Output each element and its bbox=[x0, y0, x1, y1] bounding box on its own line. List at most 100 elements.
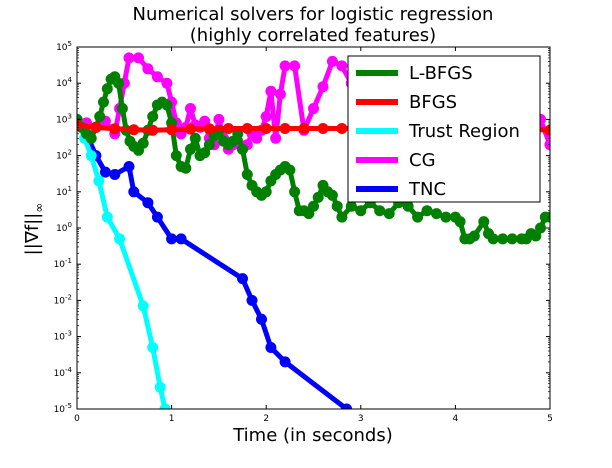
data-point-cg bbox=[142, 63, 154, 75]
legend-label-l-bfgs: L-BFGS bbox=[409, 63, 473, 84]
data-point-cg bbox=[151, 71, 163, 83]
legend-item-tnc: TNC bbox=[356, 179, 446, 200]
x-tick-label: 0 bbox=[74, 414, 80, 424]
data-point-cg bbox=[317, 81, 329, 93]
data-point-bfgs bbox=[336, 123, 348, 134]
series-trust-region bbox=[77, 113, 171, 409]
data-point-l-bfgs bbox=[544, 211, 550, 223]
legend-label-bfgs: BFGS bbox=[409, 92, 457, 113]
data-point-tnc bbox=[128, 186, 140, 198]
y-tick-label: 101 bbox=[56, 185, 72, 198]
data-point-l-bfgs bbox=[189, 132, 201, 144]
data-point-bfgs bbox=[260, 123, 272, 134]
data-point-l-bfgs bbox=[98, 96, 109, 108]
legend: L-BFGS BFGS Trust Region CG TNC bbox=[347, 55, 541, 203]
data-point-trust-region bbox=[159, 403, 171, 409]
data-point-l-bfgs bbox=[454, 216, 466, 228]
data-point-tnc bbox=[246, 294, 258, 306]
data-point-trust-region bbox=[101, 211, 113, 223]
data-point-trust-region bbox=[154, 381, 166, 393]
data-point-l-bfgs bbox=[170, 150, 182, 162]
data-point-l-bfgs bbox=[497, 233, 509, 245]
data-point-l-bfgs bbox=[355, 205, 367, 217]
legend-label-cg: CG bbox=[409, 150, 436, 171]
data-point-l-bfgs bbox=[180, 162, 192, 174]
data-point-l-bfgs bbox=[161, 99, 173, 111]
data-point-l-bfgs bbox=[116, 103, 128, 114]
y-tick-label: 102 bbox=[56, 149, 72, 162]
y-axis: 10-5 10-4 10-3 10-2 10-1 100 101 102 103 104 105 bbox=[54, 40, 550, 415]
data-point-l-bfgs bbox=[203, 139, 215, 151]
data-point-bfgs bbox=[166, 124, 178, 136]
data-point-cg bbox=[133, 52, 144, 64]
data-point-tnc bbox=[175, 233, 187, 245]
data-point-l-bfgs bbox=[506, 233, 518, 245]
data-point-trust-region bbox=[147, 342, 159, 353]
data-point-bfgs bbox=[544, 124, 550, 136]
data-point-cg bbox=[544, 139, 550, 151]
data-point-bfgs bbox=[222, 123, 234, 134]
data-point-l-bfgs bbox=[468, 230, 480, 242]
data-point-l-bfgs bbox=[383, 208, 395, 220]
data-point-tnc bbox=[265, 342, 277, 353]
data-point-bfgs bbox=[203, 123, 215, 135]
data-point-trust-region bbox=[137, 300, 149, 312]
x-tick-label: 5 bbox=[547, 414, 553, 424]
data-point-tnc bbox=[237, 273, 248, 285]
data-point-trust-region bbox=[93, 175, 105, 187]
data-point-l-bfgs bbox=[530, 230, 542, 242]
y-tick-label: 10-1 bbox=[54, 257, 72, 270]
data-point-trust-region bbox=[114, 233, 126, 245]
legend-label-trust-region: Trust Region bbox=[408, 121, 520, 142]
data-point-bfgs bbox=[185, 123, 196, 135]
y-axis-label-subscript: ∞ bbox=[32, 203, 46, 213]
data-point-tnc bbox=[151, 211, 163, 223]
data-point-tnc bbox=[341, 403, 353, 409]
data-point-cg bbox=[251, 132, 263, 144]
chart-title-line-1: Numerical solvers for logistic regressio… bbox=[133, 4, 494, 25]
data-point-tnc bbox=[279, 356, 291, 368]
data-point-l-bfgs bbox=[241, 169, 253, 180]
legend-label-tnc: TNC bbox=[408, 179, 446, 200]
data-point-bfgs bbox=[90, 121, 102, 133]
data-point-l-bfgs bbox=[412, 211, 424, 223]
data-point-trust-region bbox=[85, 150, 97, 162]
data-point-tnc bbox=[142, 197, 154, 209]
data-point-l-bfgs bbox=[85, 132, 97, 144]
data-point-l-bfgs bbox=[185, 143, 196, 155]
data-point-cg bbox=[308, 103, 319, 114]
data-point-tnc bbox=[123, 161, 135, 172]
data-point-l-bfgs bbox=[374, 205, 386, 217]
y-tick-label: 100 bbox=[56, 221, 72, 234]
data-point-l-bfgs bbox=[199, 147, 211, 159]
y-axis-label: ||∇f||∞ bbox=[22, 203, 46, 256]
data-point-cg bbox=[336, 60, 348, 72]
legend-item-l-bfgs: L-BFGS bbox=[356, 63, 473, 84]
series-l-bfgs bbox=[77, 71, 550, 245]
data-point-bfgs bbox=[128, 124, 140, 136]
x-axis-label: Time (in seconds) bbox=[232, 425, 393, 446]
y-tick-label: 10-2 bbox=[54, 293, 72, 306]
data-point-bfgs bbox=[147, 124, 159, 136]
data-point-l-bfgs bbox=[147, 111, 159, 122]
legend-item-cg: CG bbox=[356, 150, 436, 171]
data-point-l-bfgs bbox=[431, 208, 442, 220]
data-point-cg bbox=[185, 103, 196, 114]
data-point-l-bfgs bbox=[289, 186, 301, 198]
data-point-l-bfgs bbox=[535, 222, 546, 234]
chart-title-line-2: (highly correlated features) bbox=[190, 25, 436, 46]
data-point-tnc bbox=[109, 169, 121, 180]
data-point-cg bbox=[213, 113, 225, 125]
data-point-l-bfgs bbox=[284, 164, 296, 176]
data-point-tnc bbox=[99, 166, 111, 178]
data-point-cg bbox=[279, 60, 291, 72]
data-point-l-bfgs bbox=[331, 200, 343, 212]
x-tick-label: 2 bbox=[263, 414, 269, 424]
x-tick-label: 3 bbox=[358, 414, 364, 424]
data-point-tnc bbox=[256, 313, 267, 325]
y-axis-label-main: ||∇f|| bbox=[22, 213, 43, 256]
data-point-cg bbox=[274, 88, 286, 100]
data-point-l-bfgs bbox=[440, 211, 452, 223]
data-point-l-bfgs bbox=[402, 200, 414, 212]
